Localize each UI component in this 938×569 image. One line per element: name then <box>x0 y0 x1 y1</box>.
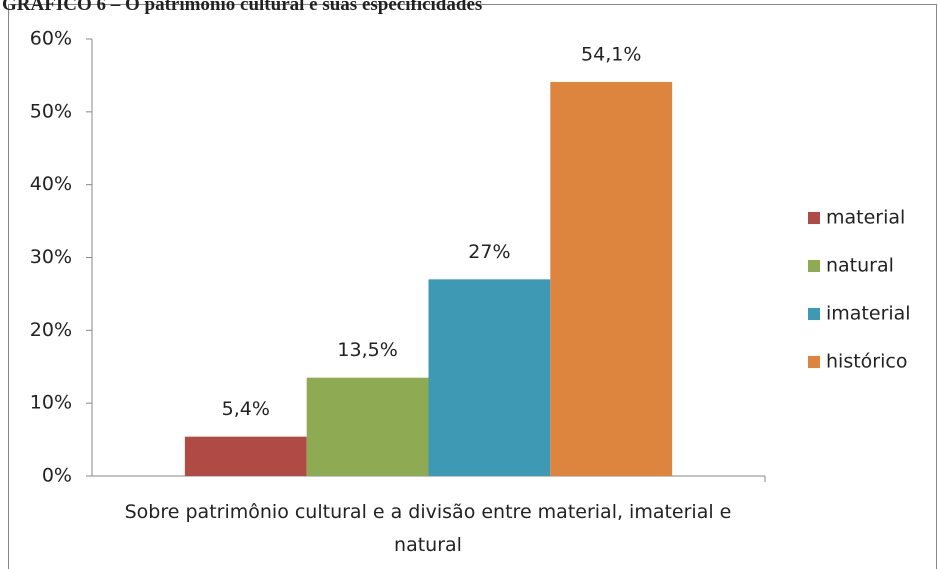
legend-label: material <box>826 207 905 229</box>
y-tick-label: 40% <box>30 173 72 195</box>
legend-label: natural <box>826 255 894 277</box>
bar <box>550 81 673 476</box>
data-label: 54,1% <box>581 43 641 65</box>
legend-label: histórico <box>826 351 907 373</box>
data-label: 5,4% <box>222 398 270 420</box>
bar <box>306 377 429 476</box>
legend-swatch <box>808 212 820 224</box>
chart-frame <box>8 4 937 569</box>
y-tick-label: 20% <box>30 319 72 341</box>
bar <box>428 279 551 476</box>
y-tick-label: 10% <box>30 392 72 414</box>
legend-swatch <box>808 356 820 368</box>
y-tick-label: 0% <box>42 465 72 487</box>
y-tick-label: 30% <box>30 246 72 268</box>
data-label: 27% <box>468 241 510 263</box>
bar <box>184 436 307 476</box>
x-category-label: Sobre patrimônio cultural e a divisão en… <box>124 501 732 556</box>
y-tick-label: 50% <box>30 100 72 122</box>
legend-swatch <box>808 308 820 320</box>
legend-swatch <box>808 260 820 272</box>
data-label: 13,5% <box>337 339 397 361</box>
chart-title: GRÁFICO 6 – O patrimônio cultural e suas… <box>2 0 482 15</box>
y-tick-label: 60% <box>30 28 72 50</box>
legend-label: imaterial <box>826 303 911 325</box>
